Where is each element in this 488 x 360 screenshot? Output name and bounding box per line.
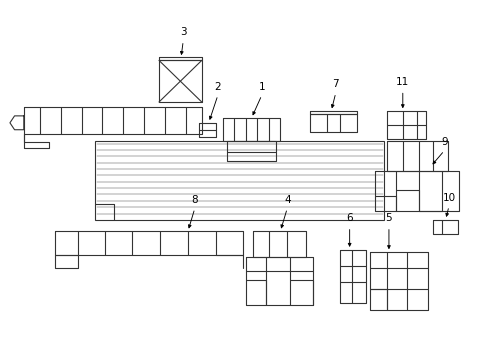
Bar xyxy=(95,141,384,220)
Text: 5: 5 xyxy=(385,213,391,223)
Text: 4: 4 xyxy=(284,195,290,205)
Text: 3: 3 xyxy=(180,27,186,37)
Text: 8: 8 xyxy=(191,195,198,205)
Text: 2: 2 xyxy=(214,82,221,91)
Text: 1: 1 xyxy=(258,82,264,91)
Text: 9: 9 xyxy=(440,137,447,147)
Text: 10: 10 xyxy=(442,193,455,203)
Text: 6: 6 xyxy=(346,213,352,223)
Text: 7: 7 xyxy=(332,79,338,89)
Text: 11: 11 xyxy=(395,77,408,87)
